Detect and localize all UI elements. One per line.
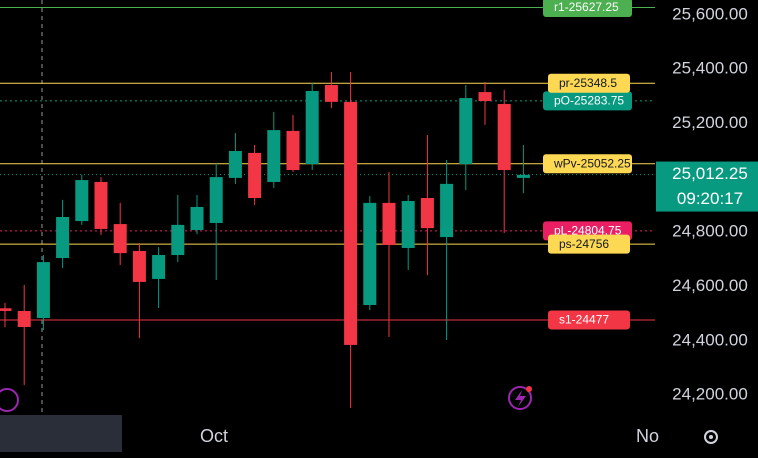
replay-icon[interactable] (0, 388, 19, 412)
y-tick-label: 25,400.00 (672, 59, 748, 78)
level-label: wPv-25052.25 (553, 156, 631, 170)
y-tick-label: 24,400.00 (672, 330, 748, 349)
candle-body (344, 101, 358, 345)
candle-body (478, 92, 492, 102)
y-tick-label: 24,600.00 (672, 276, 748, 295)
y-tick-label: 25,600.00 (672, 4, 748, 23)
level-tag (543, 0, 632, 18)
candle-body (286, 130, 300, 171)
candle-body (401, 200, 415, 248)
candle-body (248, 152, 262, 198)
level-tag (548, 234, 630, 254)
alert-icon[interactable] (508, 386, 532, 410)
candle-body (171, 224, 185, 256)
price-tag (656, 161, 758, 212)
candle-body (440, 183, 454, 238)
candle-body (382, 202, 396, 245)
level-label: s1-24477 (559, 313, 609, 327)
candle-body (420, 197, 434, 229)
level-label: r1-25627.25 (554, 0, 619, 14)
candle-body (324, 85, 338, 102)
candle-body (0, 308, 12, 311)
countdown: 09:20:17 (677, 189, 743, 208)
level-tag (548, 73, 630, 93)
date-highlight (0, 415, 122, 452)
candle-body (94, 181, 108, 229)
candle-body (113, 224, 127, 254)
candle-body (190, 206, 204, 231)
candle-body (56, 217, 70, 259)
settings-icon[interactable] (704, 430, 718, 444)
x-tick-label: Oct (200, 426, 228, 446)
candle-body (363, 202, 377, 306)
y-tick-label: 24,800.00 (672, 222, 748, 241)
candle-body (132, 250, 146, 282)
candle-body (459, 98, 473, 165)
settings-hub (709, 435, 713, 439)
candle-body (75, 180, 89, 222)
alert-dot (526, 386, 532, 392)
price-label: 25,012.25 (672, 164, 748, 183)
y-tick-label: 25,200.00 (672, 113, 748, 132)
candle-body (267, 130, 281, 182)
level-tag (543, 91, 632, 111)
level-label: pO-25283.75 (554, 94, 624, 108)
candle-body (497, 104, 511, 171)
level-label: ps-24756 (559, 237, 609, 251)
x-tick-label: No (636, 426, 659, 446)
y-tick-label: 24,200.00 (672, 385, 748, 404)
level-tag (548, 310, 630, 330)
candle-body (516, 174, 530, 178)
level-label: pr-25348.5 (559, 76, 617, 90)
candle-body (36, 262, 50, 319)
candle-body (152, 255, 166, 279)
candle-body (305, 90, 319, 165)
level-label: pL-24804.75 (554, 224, 622, 238)
candle-body (209, 177, 223, 223)
candle-body (17, 310, 31, 328)
bolt (515, 390, 526, 407)
candle-body (228, 151, 242, 178)
level-tag (543, 154, 632, 174)
